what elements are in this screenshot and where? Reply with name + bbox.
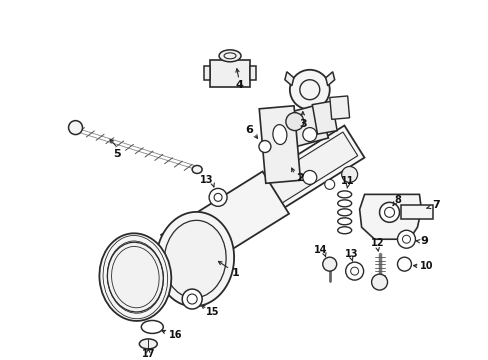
- Text: 13: 13: [200, 175, 213, 185]
- Text: 3: 3: [298, 118, 306, 129]
- Ellipse shape: [224, 53, 236, 59]
- Polygon shape: [210, 60, 249, 87]
- Polygon shape: [203, 66, 210, 80]
- Circle shape: [302, 127, 316, 141]
- Circle shape: [289, 70, 329, 110]
- Text: 1: 1: [232, 268, 240, 278]
- Ellipse shape: [219, 50, 241, 62]
- Ellipse shape: [156, 212, 234, 306]
- Text: 6: 6: [244, 125, 252, 135]
- Polygon shape: [325, 72, 334, 86]
- Bar: [401, 205, 432, 219]
- Polygon shape: [359, 194, 421, 239]
- Text: 10: 10: [419, 261, 432, 271]
- Circle shape: [350, 267, 358, 275]
- Circle shape: [371, 274, 387, 290]
- Text: 4: 4: [235, 80, 243, 90]
- Bar: [271, 104, 328, 151]
- Text: 12: 12: [370, 238, 384, 248]
- Circle shape: [324, 179, 334, 189]
- Ellipse shape: [107, 242, 163, 312]
- Text: 17: 17: [141, 349, 155, 359]
- Text: 16: 16: [168, 330, 182, 340]
- Circle shape: [322, 257, 336, 271]
- Polygon shape: [285, 72, 293, 86]
- Circle shape: [402, 235, 409, 243]
- Circle shape: [259, 140, 270, 153]
- Circle shape: [209, 188, 226, 206]
- Text: 14: 14: [313, 245, 327, 255]
- Text: 13: 13: [344, 249, 358, 259]
- Circle shape: [187, 294, 197, 304]
- Circle shape: [214, 193, 222, 201]
- Text: 9: 9: [420, 236, 427, 246]
- Circle shape: [379, 202, 399, 222]
- Circle shape: [68, 121, 82, 135]
- Text: 11: 11: [340, 176, 354, 186]
- Bar: [175, 126, 364, 263]
- Text: 15: 15: [206, 307, 220, 317]
- Text: 7: 7: [431, 201, 439, 210]
- Bar: [329, 96, 349, 120]
- Text: 8: 8: [393, 195, 400, 205]
- Circle shape: [397, 230, 415, 248]
- Bar: [259, 106, 300, 183]
- Circle shape: [345, 262, 363, 280]
- Circle shape: [182, 289, 202, 309]
- Text: 2: 2: [295, 174, 303, 184]
- Circle shape: [341, 166, 357, 183]
- Ellipse shape: [139, 339, 157, 349]
- Bar: [178, 132, 357, 259]
- Circle shape: [384, 207, 394, 217]
- Circle shape: [299, 80, 319, 100]
- Circle shape: [302, 170, 316, 184]
- Ellipse shape: [272, 125, 286, 144]
- Ellipse shape: [164, 220, 225, 298]
- Circle shape: [397, 257, 410, 271]
- Ellipse shape: [141, 320, 163, 333]
- Ellipse shape: [99, 233, 171, 321]
- Ellipse shape: [192, 166, 202, 174]
- Circle shape: [285, 113, 303, 131]
- Text: 5: 5: [113, 149, 121, 158]
- Bar: [312, 101, 336, 134]
- Bar: [161, 171, 288, 277]
- Polygon shape: [249, 66, 255, 80]
